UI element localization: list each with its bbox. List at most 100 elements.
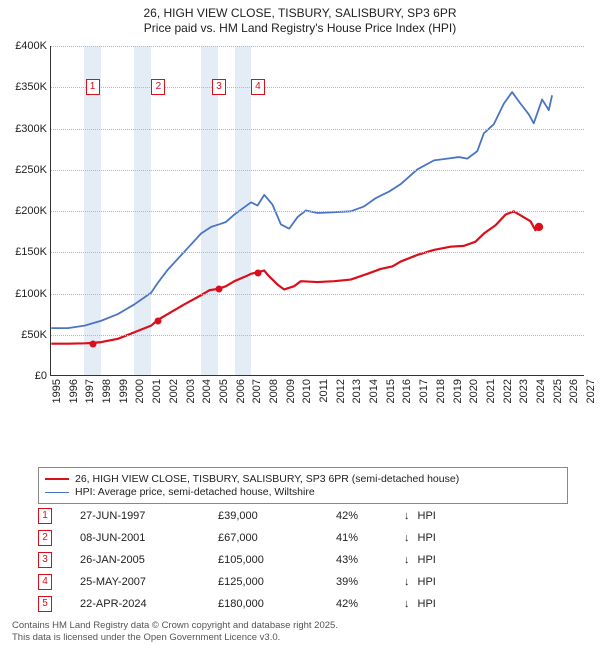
row-price: £105,000 [218,554,328,566]
x-tick-label: 2000 [134,379,146,403]
x-tick: 2025 [552,375,553,376]
table-row: 326-JAN-2005£105,00043%↓HPI [38,549,568,571]
x-tick-label: 2001 [151,379,163,403]
x-tick: 2005 [218,375,219,376]
x-tick: 2003 [185,375,186,376]
footer-line-2: This data is licensed under the Open Gov… [12,632,588,644]
row-suffix: HPI [418,532,436,544]
x-tick-label: 2019 [452,379,464,403]
x-tick: 2001 [151,375,152,376]
x-tick: 2011 [318,375,319,376]
down-arrow-icon: ↓ [404,598,410,610]
gridline [51,87,584,88]
gridline [51,170,584,171]
y-tick-label: £50K [21,329,51,341]
x-tick: 2016 [401,375,402,376]
x-tick-label: 1999 [118,379,130,403]
row-suffix: HPI [418,598,436,610]
x-tick: 2022 [502,375,503,376]
legend-swatch [45,492,69,493]
row-marker: 4 [38,574,52,590]
x-tick: 2021 [485,375,486,376]
x-tick-label: 1997 [84,379,96,403]
plot-area: £0£50K£100K£150K£200K£250K£300K£350K£400… [50,46,584,376]
footer-attribution: Contains HM Land Registry data © Crown c… [12,620,588,644]
footer-line-1: Contains HM Land Registry data © Crown c… [12,620,588,632]
x-tick-label: 2006 [235,379,247,403]
row-price: £67,000 [218,532,328,544]
x-tick-label: 2005 [218,379,230,403]
x-tick: 1998 [101,375,102,376]
x-tick-label: 2004 [201,379,213,403]
x-tick: 2008 [268,375,269,376]
y-tick-label: £400K [15,40,51,52]
down-arrow-icon: ↓ [404,554,410,566]
row-suffix: HPI [418,576,436,588]
x-tick: 2026 [568,375,569,376]
down-arrow-icon: ↓ [404,576,410,588]
x-tick-label: 2021 [485,379,497,403]
row-pct: 39% [336,576,396,588]
row-suffix: HPI [418,554,436,566]
row-date: 08-JUN-2001 [80,532,210,544]
row-date: 27-JUN-1997 [80,510,210,522]
row-pct: 42% [336,510,396,522]
sale-marker-1: 1 [86,79,100,95]
x-tick-label: 2011 [318,379,330,403]
x-tick: 2012 [335,375,336,376]
series-end-dot [535,223,543,231]
table-row: 127-JUN-1997£39,00042%↓HPI [38,505,568,527]
x-tick: 2010 [301,375,302,376]
x-tick: 2020 [468,375,469,376]
sale-marker-3: 3 [212,79,226,95]
x-tick: 2004 [201,375,202,376]
x-tick-label: 2017 [418,379,430,403]
x-tick-label: 2002 [168,379,180,403]
legend-box: 26, HIGH VIEW CLOSE, TISBURY, SALISBURY,… [38,467,568,504]
row-marker: 3 [38,552,52,568]
y-tick-label: £300K [15,123,51,135]
x-tick-label: 1995 [51,379,63,403]
x-tick: 1999 [118,375,119,376]
x-tick: 2013 [351,375,352,376]
x-tick-label: 1996 [68,379,80,403]
x-tick: 2009 [285,375,286,376]
x-tick: 2027 [585,375,586,376]
x-tick-label: 2013 [351,379,363,403]
legend-swatch [45,478,69,480]
chart-title-block: 26, HIGH VIEW CLOSE, TISBURY, SALISBURY,… [0,0,600,38]
x-tick: 2024 [535,375,536,376]
sale-dot [254,269,261,276]
x-tick: 2023 [518,375,519,376]
sale-marker-2: 2 [151,79,165,95]
gridline [51,129,584,130]
x-tick: 2007 [251,375,252,376]
x-tick-label: 2010 [301,379,313,403]
table-row: 208-JUN-2001£67,00041%↓HPI [38,527,568,549]
x-tick: 2019 [452,375,453,376]
sale-dot [155,317,162,324]
legend-label: 26, HIGH VIEW CLOSE, TISBURY, SALISBURY,… [75,473,459,485]
row-marker: 2 [38,530,52,546]
down-arrow-icon: ↓ [404,510,410,522]
x-tick: 2000 [134,375,135,376]
sale-marker-4: 4 [251,79,265,95]
x-tick: 2002 [168,375,169,376]
gridline [51,252,584,253]
x-tick-label: 2003 [185,379,197,403]
y-tick-label: £150K [15,246,51,258]
title-line-1: 26, HIGH VIEW CLOSE, TISBURY, SALISBURY,… [10,6,590,21]
x-tick-label: 2018 [435,379,447,403]
legend-row: HPI: Average price, semi-detached house,… [45,486,561,498]
x-tick-label: 2026 [568,379,580,403]
y-tick-label: £250K [15,164,51,176]
sale-dot [216,286,223,293]
row-pct: 42% [336,598,396,610]
gridline [51,294,584,295]
row-pct: 43% [336,554,396,566]
x-tick-label: 2027 [585,379,597,403]
row-pct: 41% [336,532,396,544]
row-date: 25-MAY-2007 [80,576,210,588]
x-tick-label: 2020 [468,379,480,403]
row-price: £125,000 [218,576,328,588]
